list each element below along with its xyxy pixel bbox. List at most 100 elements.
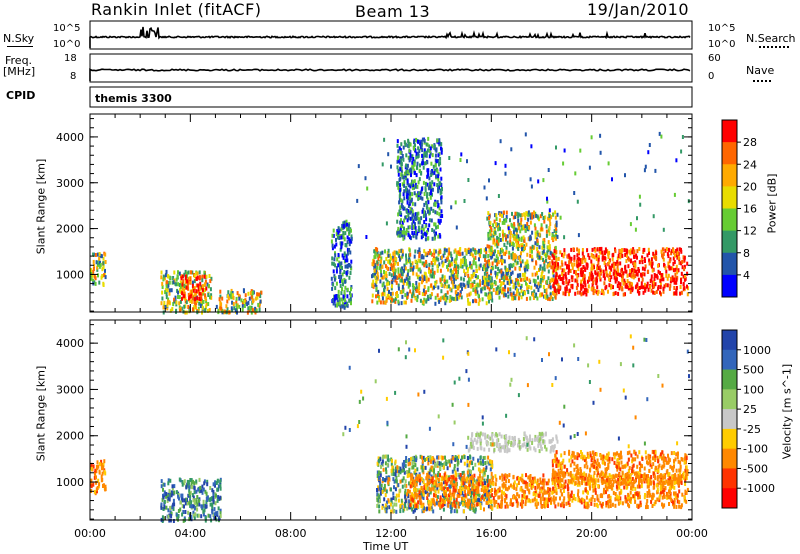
velocity-echo-cell bbox=[506, 487, 509, 492]
power-echo-cell bbox=[599, 250, 602, 255]
velocity-echo-cell bbox=[671, 484, 674, 489]
power-echo-cell bbox=[455, 290, 458, 294]
velocity-echo-cell bbox=[479, 445, 482, 450]
power-echo-cell bbox=[515, 239, 518, 244]
power-echo-cell bbox=[501, 249, 504, 254]
power-echo-cell bbox=[187, 286, 190, 291]
velocity-echo-cell bbox=[544, 444, 546, 449]
power-echo-cell bbox=[191, 270, 194, 275]
power-echo-cell bbox=[258, 292, 260, 297]
velocity-echo-cell bbox=[377, 498, 380, 503]
power-echo-cell bbox=[643, 257, 646, 261]
power-echo-cell bbox=[431, 153, 434, 158]
power-echo-cell bbox=[429, 146, 432, 151]
power-echo-cell bbox=[554, 278, 557, 283]
power-echo-cell bbox=[409, 206, 412, 211]
velocity-echo-cell bbox=[539, 500, 542, 505]
power-echo-cell bbox=[207, 302, 210, 306]
power-echo-cell bbox=[548, 218, 551, 222]
power-echo-cell bbox=[579, 270, 582, 275]
power-echo-cell bbox=[595, 290, 598, 295]
velocity-echo-cell bbox=[415, 472, 418, 477]
power-echo-cell bbox=[495, 241, 498, 246]
power-echo-cell bbox=[668, 266, 671, 271]
power-echo-cell bbox=[672, 248, 675, 253]
power-echo-cell bbox=[511, 270, 514, 275]
power-echo-cell bbox=[417, 274, 420, 279]
velocity-echo-cell bbox=[479, 441, 482, 446]
power-echo-cell bbox=[483, 286, 486, 291]
power-echo-cell bbox=[542, 216, 545, 220]
power-echo-cell bbox=[430, 260, 433, 265]
power-echo-cell bbox=[552, 212, 555, 217]
power-echo-cell bbox=[500, 255, 503, 260]
power-echo-cell bbox=[388, 289, 390, 294]
power-echo-cell bbox=[98, 280, 101, 285]
power-echo-cell bbox=[406, 179, 409, 184]
power-echo-cell bbox=[429, 195, 432, 200]
power-echo-cell bbox=[395, 292, 398, 296]
velocity-echo-cell bbox=[501, 489, 503, 494]
velocity-echo-cell bbox=[187, 510, 190, 515]
power-echo-cell bbox=[603, 281, 606, 286]
power-echo-cell bbox=[570, 247, 573, 252]
power-echo-cell bbox=[407, 183, 410, 188]
power-echo-cell bbox=[397, 212, 400, 217]
power-echo-cell bbox=[499, 139, 502, 144]
velocity-echo-cell bbox=[392, 477, 395, 482]
velocity-echo-cell bbox=[175, 490, 178, 495]
power-echo-cell bbox=[497, 250, 500, 254]
velocity-echo-cell bbox=[100, 474, 103, 479]
velocity-echo-cell bbox=[380, 483, 383, 488]
velocity-echo-cell bbox=[100, 478, 103, 483]
power-echo-cell bbox=[455, 275, 458, 280]
power-echo-cell bbox=[678, 260, 681, 265]
velocity-echo-cell bbox=[499, 445, 502, 450]
power-echo-cell bbox=[563, 268, 566, 273]
power-echo-cell bbox=[542, 285, 545, 289]
power-echo-cell bbox=[613, 275, 616, 280]
velocity-echo-cell bbox=[486, 460, 489, 465]
power-echo-cell bbox=[524, 216, 527, 221]
power-echo-cell bbox=[604, 251, 606, 256]
power-echo-cell bbox=[410, 182, 413, 187]
power-echo-cell bbox=[342, 282, 344, 287]
velocity-echo-cell bbox=[413, 508, 416, 513]
velocity-echo-cell bbox=[528, 438, 531, 443]
velocity-echo-cell bbox=[454, 457, 457, 462]
power-echo-cell bbox=[219, 289, 222, 294]
power-echo-cell bbox=[622, 271, 625, 276]
power-echo-cell bbox=[526, 286, 529, 290]
velocity-echo-cell bbox=[160, 505, 163, 510]
velocity-echo-cell bbox=[644, 493, 646, 497]
power-echo-cell bbox=[403, 300, 406, 305]
velocity-echo-cell bbox=[437, 477, 440, 482]
power-echo-cell bbox=[241, 307, 244, 312]
power-echo-cell bbox=[539, 214, 542, 219]
power-echo-cell bbox=[474, 285, 477, 289]
power-echo-cell bbox=[454, 248, 457, 253]
power-echo-cell bbox=[196, 296, 199, 301]
power-echo-cell bbox=[430, 218, 433, 223]
power-echo-cell bbox=[255, 308, 258, 313]
power-echo-cell bbox=[378, 254, 381, 259]
velocity-echo-cell bbox=[457, 454, 460, 459]
power-echo-cell bbox=[435, 256, 438, 261]
power-echo-cell bbox=[528, 225, 531, 230]
power-echo-cell bbox=[547, 216, 550, 221]
velocity-echo-cell bbox=[453, 479, 456, 484]
power-echo-cell bbox=[582, 265, 585, 270]
power-echo-cell bbox=[399, 205, 402, 210]
power-echo-cell bbox=[495, 254, 498, 259]
power-echo-cell bbox=[170, 288, 173, 293]
velocity-echo-cell bbox=[448, 499, 451, 504]
velocity-echo-cell bbox=[407, 501, 410, 506]
noise-right-tick-bottom: 10^0 bbox=[708, 39, 736, 50]
power-echo-cell bbox=[442, 261, 445, 266]
velocity-echo-cell bbox=[170, 514, 173, 518]
power-echo-cell bbox=[172, 280, 175, 285]
power-echo-cell bbox=[403, 196, 406, 201]
velocity-echo-cell bbox=[419, 481, 422, 486]
power-echo-cell bbox=[375, 286, 378, 291]
power-echo-cell bbox=[636, 272, 639, 277]
